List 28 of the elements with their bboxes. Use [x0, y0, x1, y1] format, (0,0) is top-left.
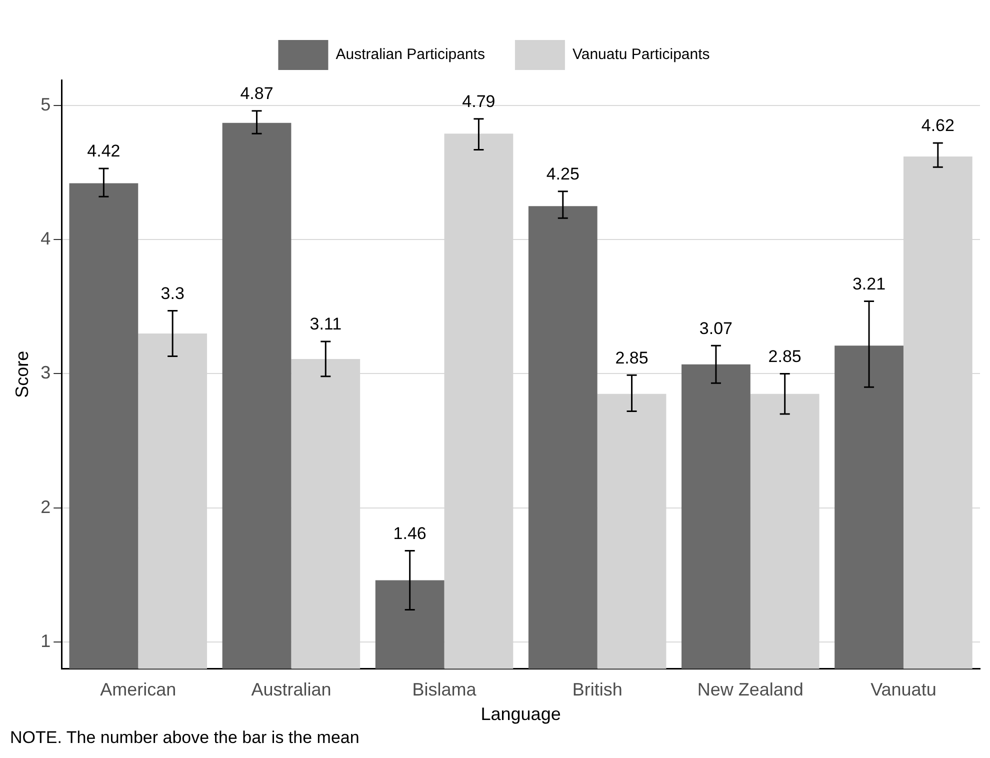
data-label: 2.85: [768, 346, 802, 366]
y-tick-label: 4: [40, 228, 51, 249]
legend-label: Australian Participants: [336, 46, 485, 64]
y-axis-title: Score: [12, 350, 32, 398]
data-label: 2.85: [615, 348, 648, 368]
x-tick-label: Bislama: [412, 680, 478, 700]
data-label: 4.42: [87, 142, 120, 161]
x-tick-label: American: [100, 680, 176, 700]
data-label: 3.07: [699, 318, 733, 338]
data-label: 3.21: [852, 274, 886, 294]
x-axis-title: Language: [480, 704, 561, 724]
text: NOTE. The number above the bar is the mean: [10, 728, 360, 748]
x-tick-label: Australian: [251, 680, 332, 700]
y-tick-label: 1: [40, 630, 51, 651]
data-label: 4.87: [240, 84, 274, 104]
legend-label: Vanuatu Participants: [572, 46, 710, 64]
y-tick-label: 3: [40, 362, 51, 383]
x-tick-label: British: [572, 680, 622, 700]
x-tick-label: New Zealand: [697, 680, 804, 700]
data-label: 4.79: [462, 92, 496, 112]
x-tick-label: Vanuatu: [870, 680, 936, 700]
y-tick-label: 5: [40, 94, 51, 114]
data-label: 4.62: [921, 116, 954, 136]
y-tick-label: 2: [40, 496, 51, 517]
data-label: 1.46: [393, 524, 426, 543]
data-label: 3.3: [160, 284, 184, 303]
data-label: 3.11: [310, 314, 342, 334]
data-label: 4.25: [546, 164, 580, 184]
